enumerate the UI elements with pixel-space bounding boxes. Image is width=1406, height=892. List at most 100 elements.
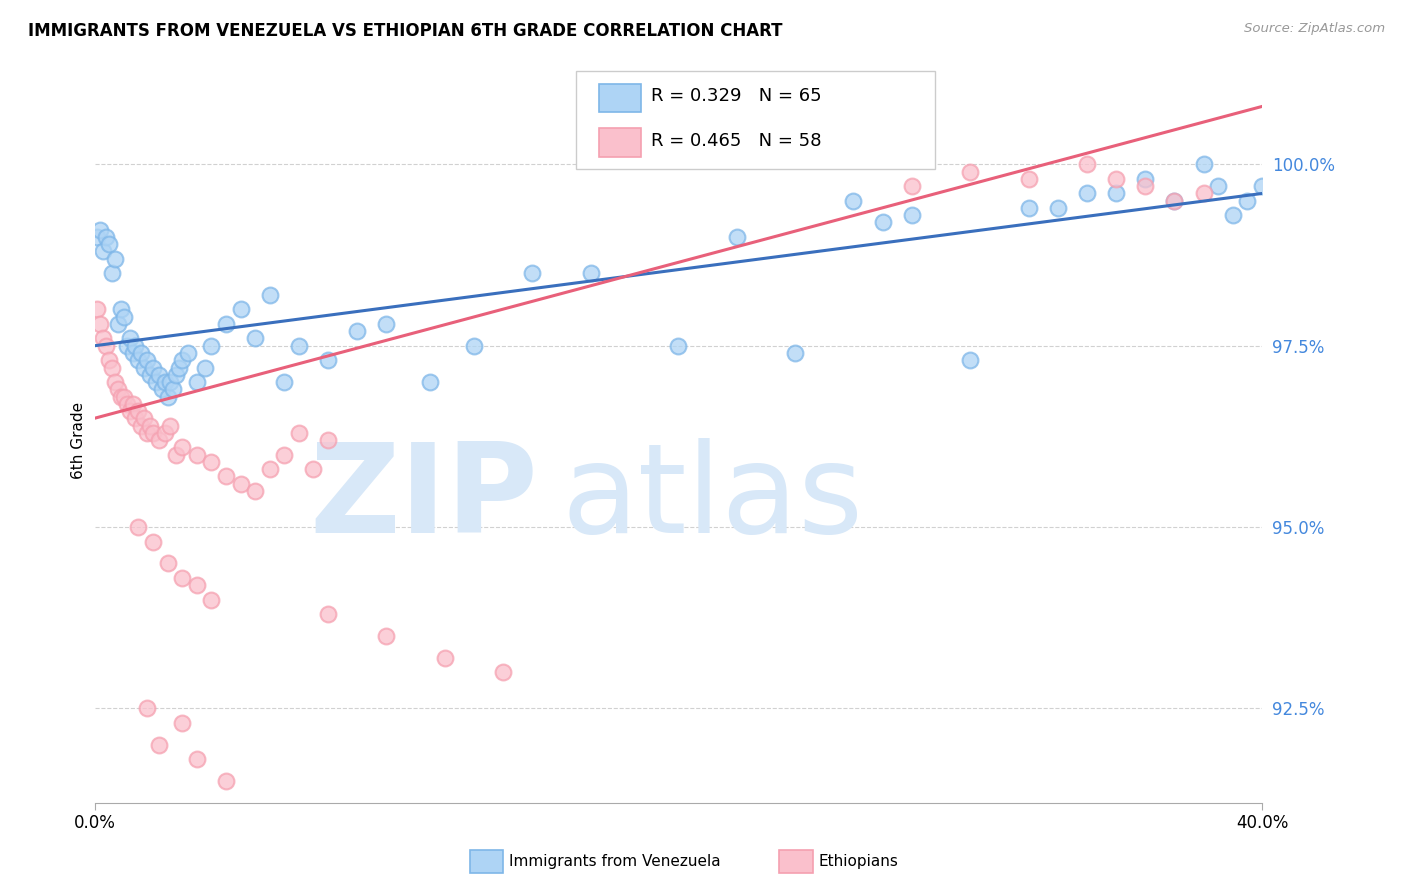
Point — [153, 375, 176, 389]
Point — [259, 462, 281, 476]
Point — [316, 607, 339, 621]
Point — [375, 317, 398, 331]
Point — [101, 360, 124, 375]
Point — [153, 425, 176, 440]
Point — [96, 230, 118, 244]
Point — [901, 179, 924, 194]
Point — [112, 390, 135, 404]
Point — [148, 738, 170, 752]
Point — [110, 390, 132, 404]
Point — [86, 302, 108, 317]
Point — [150, 382, 173, 396]
Point — [156, 556, 179, 570]
Point — [229, 476, 252, 491]
Point — [492, 665, 515, 679]
Text: atlas: atlas — [561, 438, 863, 558]
Point — [1163, 194, 1185, 208]
Point — [172, 571, 194, 585]
Point — [1192, 186, 1215, 201]
Point — [186, 752, 208, 766]
Point — [145, 375, 167, 389]
Point — [172, 715, 194, 730]
Point — [177, 346, 200, 360]
Point — [86, 230, 108, 244]
Point — [89, 223, 111, 237]
Point — [136, 425, 159, 440]
Point — [118, 331, 141, 345]
Point — [959, 353, 981, 368]
Point — [142, 360, 165, 375]
Point — [172, 353, 194, 368]
Point — [215, 317, 238, 331]
Point — [200, 592, 222, 607]
Point — [579, 266, 602, 280]
Point — [186, 578, 208, 592]
Point — [1206, 179, 1229, 194]
Point — [172, 440, 194, 454]
Point — [243, 331, 266, 345]
Point — [1018, 201, 1040, 215]
Point — [302, 462, 325, 476]
Text: ZIP: ZIP — [309, 438, 538, 558]
Point — [959, 165, 981, 179]
Point — [1046, 201, 1069, 215]
Point — [288, 339, 311, 353]
Point — [1192, 157, 1215, 171]
Point — [104, 252, 127, 266]
Point — [1135, 172, 1157, 186]
Point — [666, 339, 689, 353]
Text: R = 0.465   N = 58: R = 0.465 N = 58 — [651, 132, 821, 150]
Point — [194, 360, 217, 375]
Point — [159, 375, 181, 389]
Point — [165, 448, 187, 462]
Point — [1076, 157, 1098, 171]
Point — [115, 339, 138, 353]
Point — [148, 368, 170, 382]
Point — [419, 375, 441, 389]
Point — [134, 360, 156, 375]
Point — [96, 339, 118, 353]
Point — [1105, 186, 1128, 201]
Point — [142, 534, 165, 549]
Text: Immigrants from Venezuela: Immigrants from Venezuela — [509, 855, 721, 869]
Point — [1251, 179, 1274, 194]
Point — [124, 339, 146, 353]
Text: R = 0.329   N = 65: R = 0.329 N = 65 — [651, 87, 821, 105]
Point — [243, 483, 266, 498]
Point — [127, 353, 149, 368]
Point — [162, 382, 184, 396]
Point — [522, 266, 544, 280]
Point — [139, 418, 162, 433]
Point — [433, 650, 456, 665]
Point — [136, 701, 159, 715]
Point — [1222, 208, 1244, 222]
Point — [186, 448, 208, 462]
Point — [101, 266, 124, 280]
Text: Ethiopians: Ethiopians — [818, 855, 898, 869]
Point — [215, 773, 238, 788]
Point — [156, 390, 179, 404]
Point — [1076, 186, 1098, 201]
Point — [136, 353, 159, 368]
Point — [124, 411, 146, 425]
Text: Source: ZipAtlas.com: Source: ZipAtlas.com — [1244, 22, 1385, 36]
Point — [98, 353, 121, 368]
Point — [215, 469, 238, 483]
Point — [288, 425, 311, 440]
Text: IMMIGRANTS FROM VENEZUELA VS ETHIOPIAN 6TH GRADE CORRELATION CHART: IMMIGRANTS FROM VENEZUELA VS ETHIOPIAN 6… — [28, 22, 783, 40]
Point — [159, 418, 181, 433]
Point — [842, 194, 865, 208]
Point — [107, 317, 129, 331]
Point — [129, 418, 152, 433]
Point — [375, 629, 398, 643]
Y-axis label: 6th Grade: 6th Grade — [72, 401, 86, 479]
Point — [783, 346, 806, 360]
Point — [1105, 172, 1128, 186]
Point — [872, 215, 894, 229]
Point — [463, 339, 485, 353]
Point — [148, 433, 170, 447]
Point — [107, 382, 129, 396]
Point — [134, 411, 156, 425]
Point — [259, 288, 281, 302]
Point — [316, 353, 339, 368]
